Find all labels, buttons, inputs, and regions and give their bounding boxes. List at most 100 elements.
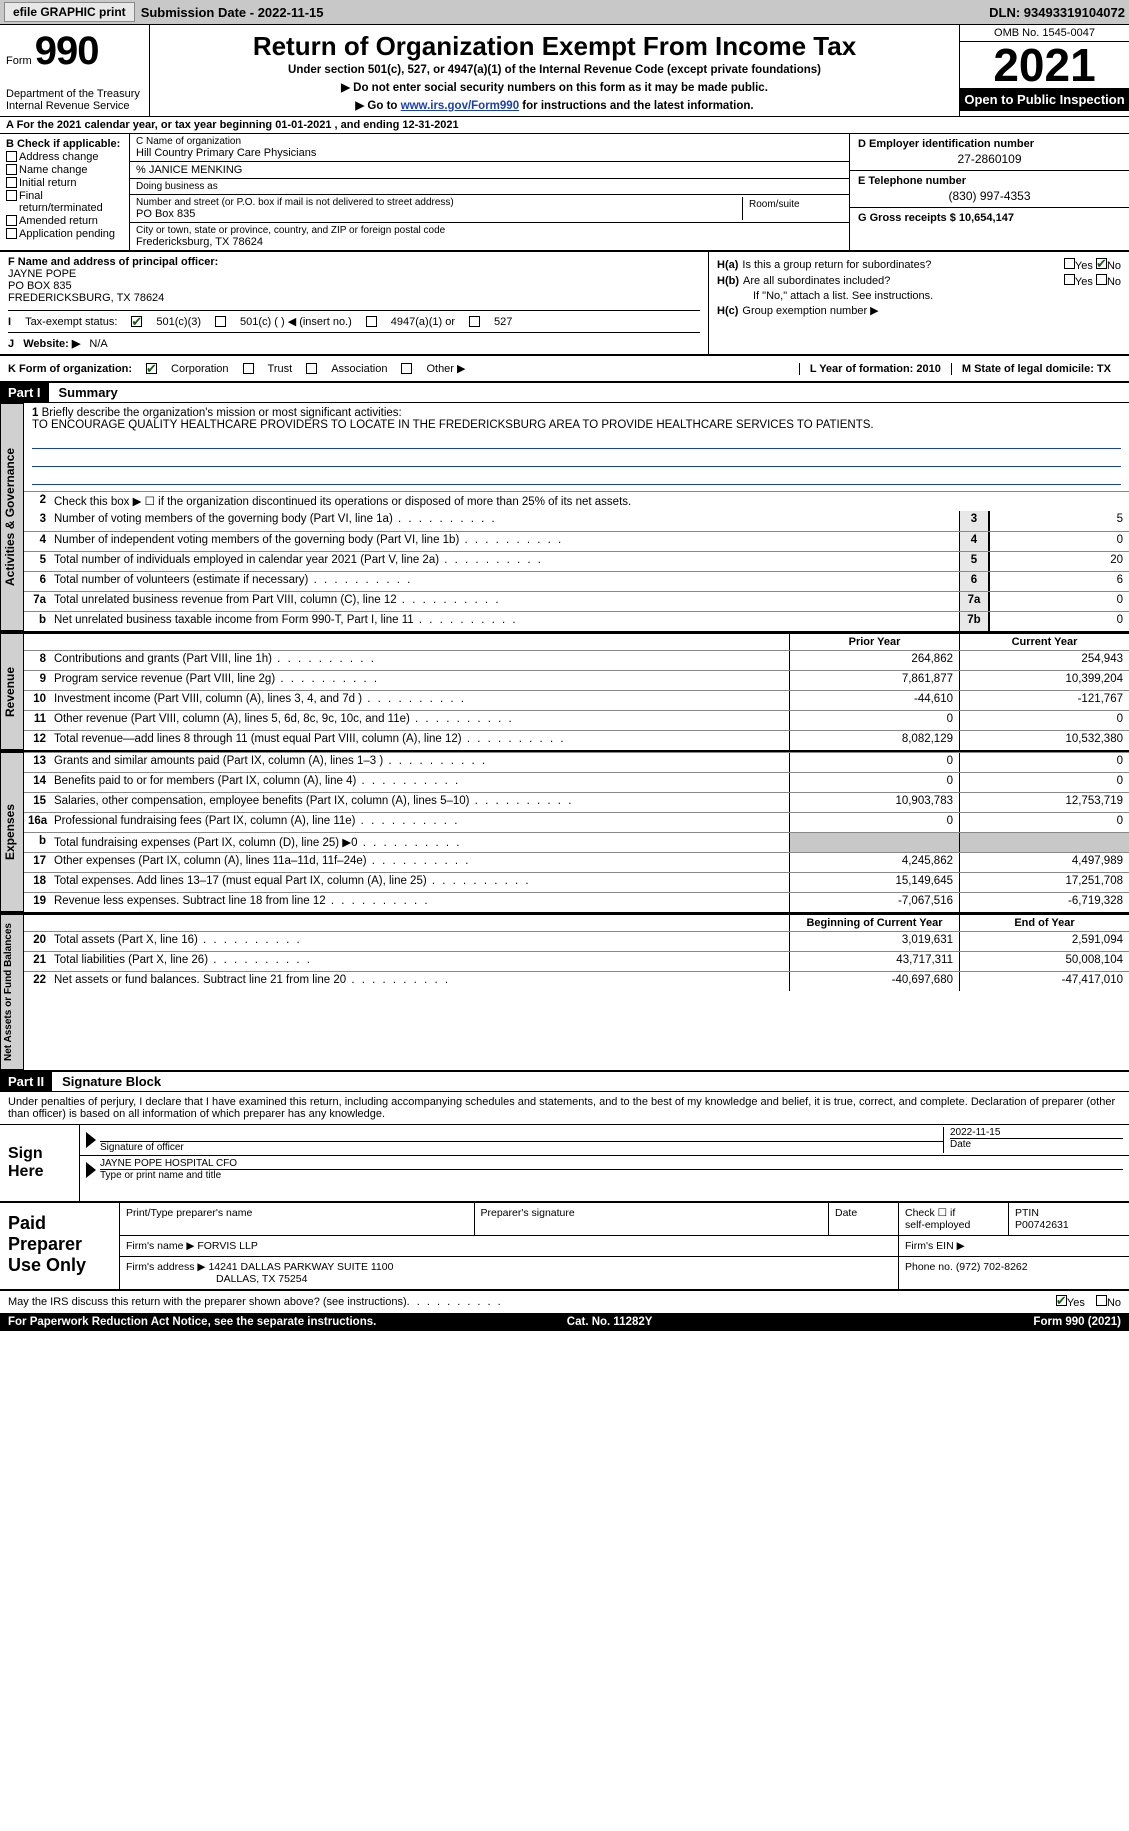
k-row: K Form of organization: Corporation Trus… [0, 356, 1129, 383]
chk-amended-return[interactable] [6, 215, 17, 226]
arrow-icon [86, 1162, 96, 1178]
chk-discuss-yes[interactable] [1056, 1295, 1067, 1306]
vtab-revenue: Revenue [0, 633, 24, 750]
chk-4947[interactable] [366, 316, 377, 327]
chk-name-change[interactable] [6, 164, 17, 175]
chk-501c[interactable] [215, 316, 226, 327]
part2-badge: Part II [0, 1072, 52, 1091]
lbl-trust: Trust [268, 363, 293, 375]
lbl-other: Other ▶ [426, 362, 465, 375]
line2-text: Check this box ▶ ☐ if the organization d… [50, 492, 1129, 511]
vtab-expenses: Expenses [0, 752, 24, 912]
firm-name-value: FORVIS LLP [197, 1240, 258, 1252]
arrow-icon [86, 1132, 96, 1148]
ein-value: 27-2860109 [858, 152, 1121, 166]
hb-text: Are all subordinates included? [743, 275, 890, 287]
self-employed-cell: Check ☐ ifself-employed [899, 1203, 1009, 1235]
open-public-badge: Open to Public Inspection [960, 88, 1129, 111]
care-of: % JANICE MENKING [130, 162, 849, 179]
website-label: Website: ▶ [23, 338, 80, 350]
hc-label: H(c) [717, 305, 738, 317]
financial-line: 14Benefits paid to or for members (Part … [24, 772, 1129, 792]
street-label: Number and street (or P.O. box if mail i… [136, 197, 742, 208]
col-c-org-info: C Name of organization Hill Country Prim… [130, 134, 849, 250]
financial-line: 11Other revenue (Part VIII, column (A), … [24, 710, 1129, 730]
form-footer: Form 990 (2021) [1033, 1316, 1121, 1328]
chk-ha-yes[interactable] [1064, 258, 1075, 269]
chk-initial-return[interactable] [6, 177, 17, 188]
activities-governance-section: Activities & Governance 1 Briefly descri… [0, 403, 1129, 633]
financial-line: 18Total expenses. Add lines 13–17 (must … [24, 872, 1129, 892]
tax-status-label: Tax-exempt status: [25, 316, 117, 328]
chk-trust[interactable] [243, 363, 254, 374]
financial-line: 20Total assets (Part X, line 16)3,019,63… [24, 931, 1129, 951]
chk-application-pending[interactable] [6, 228, 17, 239]
lbl-no2: No [1107, 276, 1121, 288]
main-info-grid: B Check if applicable: Address change Na… [0, 134, 1129, 252]
lbl-amended-return: Amended return [19, 215, 98, 227]
form-subtitle: Under section 501(c), 527, or 4947(a)(1)… [158, 64, 951, 76]
form-header: Form 990 Department of the Treasury Inte… [0, 25, 1129, 117]
hb-label: H(b) [717, 275, 739, 287]
chk-discuss-no[interactable] [1096, 1295, 1107, 1306]
prep-name-label: Print/Type preparer's name [120, 1203, 475, 1235]
firm-ein-cell: Firm's EIN ▶ [899, 1236, 1129, 1256]
sig-declaration: Under penalties of perjury, I declare th… [0, 1092, 1129, 1124]
lbl-4947: 4947(a)(1) or [391, 316, 455, 328]
chk-ha-no[interactable] [1096, 258, 1107, 269]
firm-address-cell: Firm's address ▶ 14241 DALLAS PARKWAY SU… [120, 1257, 899, 1289]
discuss-row: May the IRS discuss this return with the… [0, 1291, 1129, 1313]
financial-line: 13Grants and similar amounts paid (Part … [24, 752, 1129, 772]
officer-name: JAYNE POPE [8, 268, 700, 280]
tax-i-label: I [8, 316, 11, 328]
summary-line: bNet unrelated business taxable income f… [24, 611, 1129, 631]
lbl-corp: Corporation [171, 363, 228, 375]
col-d-right: D Employer identification number 27-2860… [849, 134, 1129, 250]
summary-line: 3Number of voting members of the governi… [24, 511, 1129, 531]
chk-other[interactable] [401, 363, 412, 374]
org-name: Hill Country Primary Care Physicians [136, 147, 843, 159]
chk-501c3[interactable] [131, 316, 142, 327]
summary-line: 6Total number of volunteers (estimate if… [24, 571, 1129, 591]
submission-date: Submission Date - 2022-11-15 [141, 5, 324, 20]
chk-527[interactable] [469, 316, 480, 327]
lbl-discuss-no: No [1107, 1297, 1121, 1309]
chk-address-change[interactable] [6, 151, 17, 162]
lbl-initial-return: Initial return [19, 177, 76, 189]
row-a-text: A For the 2021 calendar year, or tax yea… [6, 119, 459, 131]
chk-final-return[interactable] [6, 190, 17, 201]
col-boy: Beginning of Current Year [789, 915, 959, 931]
chk-hb-yes[interactable] [1064, 274, 1075, 285]
chk-association[interactable] [306, 363, 317, 374]
part2-header-row: Part II Signature Block [0, 1072, 1129, 1092]
financial-line: 19Revenue less expenses. Subtract line 1… [24, 892, 1129, 912]
street-value: PO Box 835 [136, 208, 742, 220]
dln-label: DLN: 93493319104072 [989, 5, 1125, 20]
financial-line: 22Net assets or fund balances. Subtract … [24, 971, 1129, 991]
firm-name-cell: Firm's name ▶ FORVIS LLP [120, 1236, 899, 1256]
note2-post: for instructions and the latest informat… [519, 100, 754, 112]
summary-line: 5Total number of individuals employed in… [24, 551, 1129, 571]
k-label: K Form of organization: [8, 363, 132, 375]
header-right: OMB No. 1545-0047 2021 Open to Public In… [959, 25, 1129, 116]
chk-hb-no[interactable] [1096, 274, 1107, 285]
financial-line: 16aProfessional fundraising fees (Part I… [24, 812, 1129, 832]
city-value: Fredericksburg, TX 78624 [136, 236, 843, 248]
prep-date-label: Date [829, 1203, 899, 1235]
row-a-calendar: A For the 2021 calendar year, or tax yea… [0, 117, 1129, 134]
irs-link[interactable]: www.irs.gov/Form990 [401, 100, 519, 112]
paperwork-notice: For Paperwork Reduction Act Notice, see … [8, 1316, 376, 1328]
efile-print-button[interactable]: efile GRAPHIC print [4, 2, 135, 22]
state-domicile: M State of legal domicile: TX [951, 363, 1121, 375]
chk-corporation[interactable] [146, 363, 157, 374]
paid-preparer-grid: Paid Preparer Use Only Print/Type prepar… [0, 1201, 1129, 1291]
col-b-checkboxes: B Check if applicable: Address change Na… [0, 134, 130, 250]
prep-sig-label: Preparer's signature [475, 1203, 830, 1235]
paid-preparer-label: Paid Preparer Use Only [0, 1203, 120, 1289]
lbl-discuss-yes: Yes [1067, 1297, 1085, 1309]
vtab-net-assets: Net Assets or Fund Balances [0, 914, 24, 1070]
dept-label: Department of the Treasury Internal Reve… [6, 88, 143, 112]
financial-line: 15Salaries, other compensation, employee… [24, 792, 1129, 812]
phone-label: E Telephone number [858, 175, 1121, 187]
ptin-value: P00742631 [1015, 1219, 1069, 1231]
